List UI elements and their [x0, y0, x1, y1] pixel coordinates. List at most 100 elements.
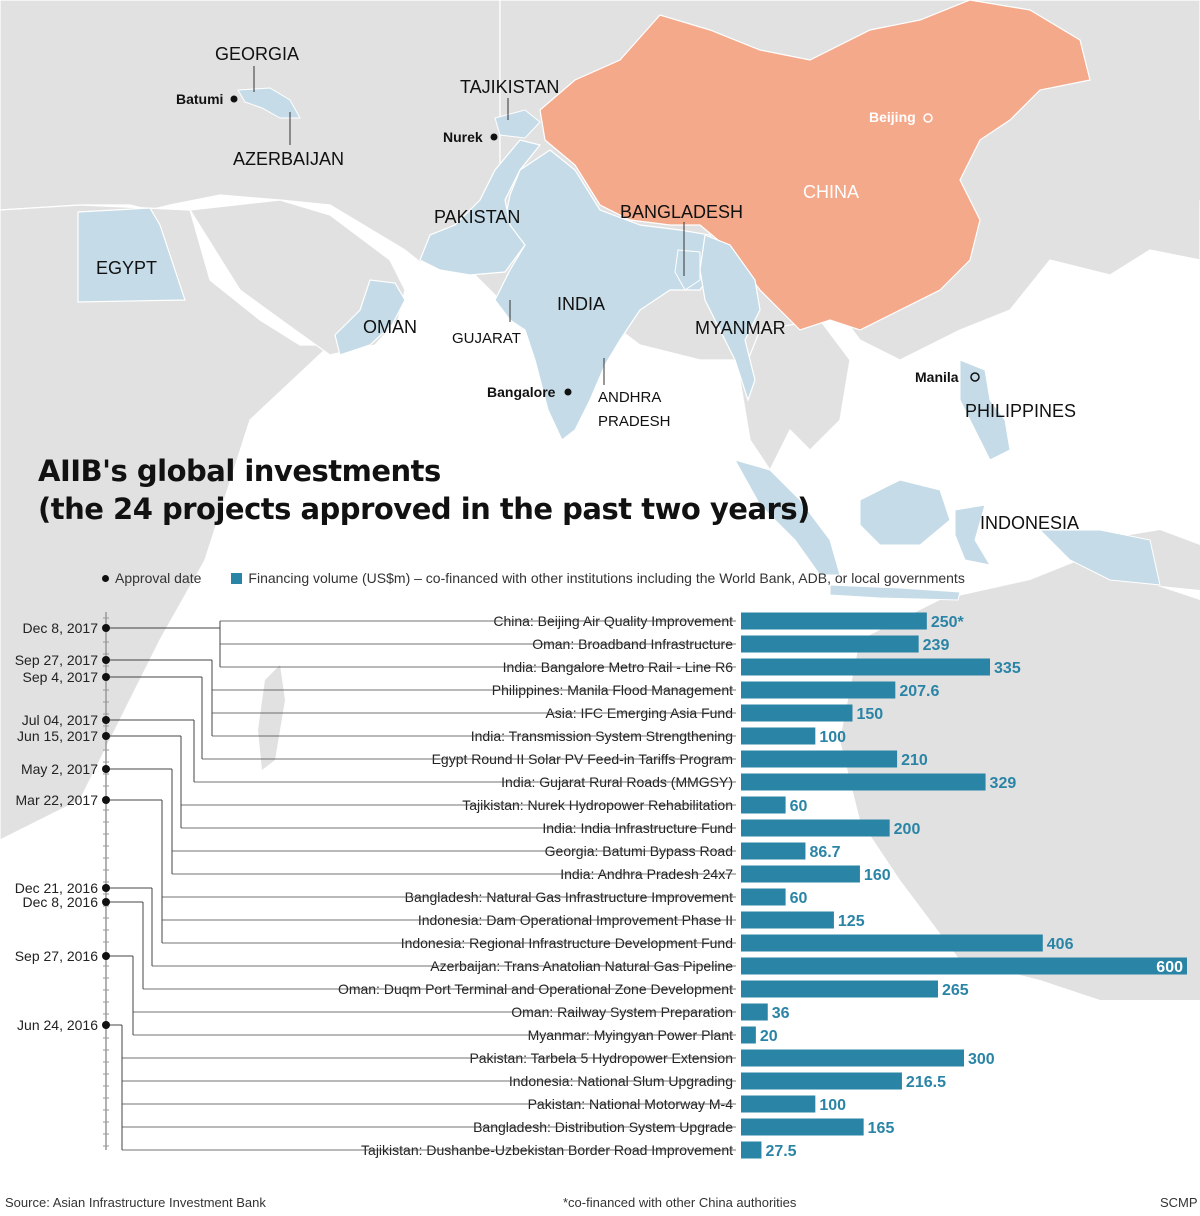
label-azerbaijan: AZERBAIJAN — [233, 149, 344, 169]
bar — [741, 1141, 762, 1159]
label-gujarat: GUJARAT — [452, 330, 521, 347]
label-nurek: Nurek — [443, 129, 483, 145]
bar — [741, 635, 919, 653]
label-batumi: Batumi — [176, 91, 223, 107]
bar — [741, 957, 1187, 975]
bar — [741, 980, 938, 998]
approval-date-dot — [102, 673, 110, 681]
value-label: 300 — [968, 1051, 995, 1068]
philippines-shape — [959, 359, 1011, 461]
approval-date-label: Jul 04, 2017 — [22, 712, 98, 728]
bar — [741, 888, 786, 906]
label-bangalore: Bangalore — [487, 384, 556, 400]
value-label: 86.7 — [809, 844, 840, 861]
label-tajikistan: TAJIKISTAN — [460, 77, 559, 97]
label-myanmar: MYANMAR — [695, 318, 786, 338]
approval-date-dot — [102, 952, 110, 960]
bar — [741, 1026, 756, 1044]
approval-date-label: Sep 27, 2016 — [15, 948, 99, 964]
bar — [741, 1003, 768, 1021]
label-beijing: Beijing — [869, 109, 916, 125]
legend-financing-swatch — [231, 573, 243, 584]
indonesia-borneo-shape — [859, 479, 951, 546]
value-label: 60 — [790, 798, 808, 815]
value-label: 100 — [819, 1097, 846, 1114]
indonesia-java-shape — [829, 584, 961, 601]
madagascar-land — [258, 665, 285, 770]
bar — [741, 796, 786, 814]
chart-title: AIIB's global investments (the 24 projec… — [38, 452, 810, 528]
beijing-star — [923, 113, 933, 123]
japan-land — [1080, 120, 1200, 235]
approval-date-dot — [102, 624, 110, 632]
approval-date-label: Sep 27, 2017 — [15, 652, 99, 668]
legend-approval-label: Approval date — [115, 570, 202, 586]
footer-note: *co-financed with other China authoritie… — [563, 1195, 797, 1210]
approval-date-dot — [102, 716, 110, 724]
value-label: 165 — [868, 1120, 895, 1137]
nurek-dot — [490, 133, 498, 141]
value-label: 200 — [894, 821, 921, 838]
bar — [741, 1049, 964, 1067]
bar — [741, 658, 991, 676]
value-label: 36 — [772, 1005, 790, 1022]
bar — [741, 704, 853, 722]
legend-financing-label: Financing volume (US$m) – co-financed wi… — [248, 570, 965, 586]
tajikistan-shape — [494, 109, 541, 139]
value-label: 250* — [931, 614, 965, 631]
approval-date-dot — [102, 898, 110, 906]
bangalore-dot — [564, 388, 572, 396]
approval-date-dot — [102, 765, 110, 773]
legend: Approval date Financing volume (US$m) – c… — [102, 570, 965, 586]
footer-source: Source: Asian Infrastructure Investment … — [5, 1195, 266, 1210]
bar — [741, 865, 860, 883]
bar — [741, 750, 898, 768]
bar — [741, 911, 834, 929]
bar — [741, 934, 1043, 952]
footer-credit: SCMP — [1160, 1195, 1198, 1210]
value-label: 216.5 — [906, 1074, 946, 1091]
approval-date-label: Sep 4, 2017 — [22, 669, 98, 685]
label-philippines: PHILIPPINES — [965, 401, 1076, 421]
approval-date-label: Jun 24, 2016 — [17, 1017, 98, 1033]
value-label: 600 — [1156, 959, 1183, 976]
value-label: 207.6 — [899, 683, 939, 700]
label-indonesia: INDONESIA — [980, 513, 1079, 533]
value-label: 210 — [901, 752, 928, 769]
bar — [741, 1118, 864, 1136]
value-label: 160 — [864, 867, 891, 884]
approval-date-label: Dec 8, 2016 — [23, 894, 99, 910]
value-label: 335 — [994, 660, 1021, 677]
approval-date-label: May 2, 2017 — [21, 761, 98, 777]
approval-date-label: Dec 21, 2016 — [15, 880, 98, 896]
pakistan-shape — [419, 139, 542, 276]
batumi-dot — [230, 95, 238, 103]
approval-date-dot — [102, 1021, 110, 1029]
indonesia-sumatra-shape — [733, 459, 841, 576]
china-shape — [539, 0, 1091, 331]
bar — [741, 727, 816, 745]
bar — [741, 819, 890, 837]
bar — [741, 773, 986, 791]
value-label: 125 — [838, 913, 865, 930]
approval-date-dot — [102, 796, 110, 804]
manila-star — [970, 372, 980, 382]
myanmar-shape — [699, 234, 761, 402]
indonesia-papua-shape — [1038, 529, 1161, 586]
label-manila: Manila — [915, 369, 959, 385]
value-label: 100 — [819, 729, 846, 746]
value-label: 265 — [942, 982, 969, 999]
value-label: 406 — [1047, 936, 1074, 953]
approval-date-dot — [102, 732, 110, 740]
label-bangladesh: BANGLADESH — [620, 202, 743, 222]
approval-date-label: Dec 8, 2017 — [23, 620, 99, 636]
label-andhra-1: ANDHRA — [598, 389, 661, 406]
bar — [741, 1072, 902, 1090]
value-label: 20 — [760, 1028, 778, 1045]
arabia-land — [188, 199, 406, 356]
bar — [741, 681, 896, 699]
label-india: INDIA — [557, 294, 605, 314]
value-label: 27.5 — [765, 1143, 796, 1160]
value-label: 150 — [857, 706, 884, 723]
